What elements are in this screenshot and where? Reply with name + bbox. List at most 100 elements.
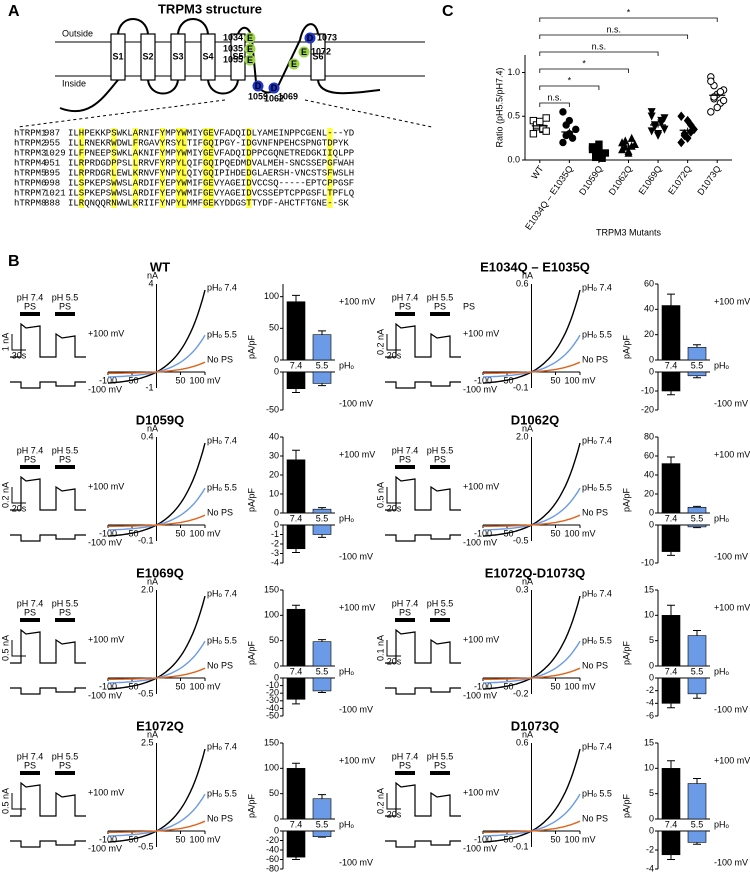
bar <box>661 371 681 392</box>
trace-lower <box>385 534 461 542</box>
iv-y-tick: -0.1 <box>513 382 529 392</box>
ps-bar <box>395 465 415 469</box>
residue <box>268 82 280 94</box>
residue-number: 1073 <box>317 32 337 42</box>
y-axis-label: pA/pF <box>246 793 256 818</box>
iv-unit: nA <box>522 576 533 586</box>
ps-bar <box>395 618 415 622</box>
residue-letter: E <box>247 33 253 43</box>
sequence-name: hTRPM4 <box>14 158 46 168</box>
point <box>719 96 728 105</box>
iv-x-tick-label: -100 <box>474 834 492 844</box>
segment <box>170 33 186 81</box>
segment-label: S2 <box>142 51 153 61</box>
iv-x-tick-label: 50 <box>175 375 185 385</box>
outside-label: Outside <box>62 28 93 38</box>
iv-curve-label: pHₒ 5.5 <box>582 329 612 339</box>
scale-label: 0.5 nA <box>0 635 10 661</box>
segment-label: S1 <box>112 51 123 61</box>
segment-label: S5 <box>232 51 243 61</box>
error-bar <box>667 391 675 396</box>
residue <box>288 58 300 70</box>
sequence-name: hTRPM5 <box>14 168 46 178</box>
series-label: +100 mV <box>339 296 375 306</box>
comparison-label: n.s. <box>547 92 562 102</box>
y-tick-label: 40 <box>644 304 654 314</box>
y-axis-label: pA/pF <box>246 640 256 665</box>
point <box>559 138 567 147</box>
bar <box>286 768 306 820</box>
residue-letter: E <box>291 59 297 69</box>
iv-curve-label: pHₒ 5.5 <box>582 788 612 798</box>
bar <box>286 459 306 514</box>
bar <box>286 301 306 361</box>
panel-label: C <box>442 3 454 20</box>
series-label: -100 mV <box>714 398 748 408</box>
y-tick-label: 5 <box>649 635 654 645</box>
y-tick-label: 30 <box>269 450 279 460</box>
iv-y-tick: 0.6 <box>516 278 529 288</box>
conserved-column <box>203 128 209 208</box>
y-tick-label: 1.0 <box>507 67 520 77</box>
x-axis-label: pHₒ <box>714 360 730 370</box>
iv-y-tick: -1 <box>145 382 153 392</box>
scale-label: 20s <box>387 809 402 819</box>
extra-label: PS <box>463 301 475 311</box>
iv-curve-label: pHₒ 7.4 <box>207 282 237 292</box>
iv-y-tick: 0.6 <box>516 737 529 747</box>
residue-letter: E <box>247 44 253 54</box>
y-tick-label: 100 <box>264 763 279 773</box>
voltage-label: +100 mV <box>88 481 124 491</box>
y-tick-label: 20 <box>269 469 279 479</box>
trace-upper <box>10 322 86 358</box>
point <box>657 119 666 128</box>
scale-bar <box>386 640 401 657</box>
y-tick-label: 10 <box>644 610 654 620</box>
voltage-label: -100 mV <box>88 690 122 700</box>
y2-tick-label: -30 <box>266 695 279 705</box>
series-label: -100 mV <box>339 857 373 867</box>
iv-y-tick: -0.2 <box>513 688 529 698</box>
trace-upper <box>10 475 86 511</box>
recording-title: E1072Q <box>136 718 184 733</box>
scale-bar <box>11 640 26 657</box>
iv-x-tick-label: 50 <box>175 528 185 538</box>
y-tick-label: 100 <box>264 610 279 620</box>
ps-bar <box>430 618 450 622</box>
y-tick-label: 0 <box>649 813 654 823</box>
iv-x-tick-label: 50 <box>175 834 185 844</box>
bar <box>312 371 332 384</box>
y-tick-label: 50 <box>269 323 279 333</box>
comparison-label: n.s. <box>592 41 607 51</box>
error-bar <box>318 794 326 799</box>
error-bar <box>292 548 300 554</box>
point <box>677 137 686 148</box>
series-label: +100 mV <box>339 449 375 459</box>
residue-number: 1062 <box>264 93 284 103</box>
ps-label: PS <box>434 301 446 311</box>
sequence: ILRQNQQRNWWLKRIIFYNPYLMMFGEKYDDGSTTYDF-A… <box>68 198 349 208</box>
bar <box>312 641 332 667</box>
ph-label: pH 5.5 <box>427 445 454 455</box>
iv-y-tick: 2.5 <box>141 737 154 747</box>
y2-tick-label: -20 <box>266 688 279 698</box>
voltage-label: -100 mV <box>88 384 122 394</box>
residue-number: 1055 <box>223 54 243 64</box>
iv-curve <box>483 667 581 680</box>
bar <box>286 677 306 700</box>
recording-title: D1062Q <box>511 412 559 427</box>
panel-label: B <box>8 253 20 270</box>
bar <box>687 677 707 695</box>
error-bar <box>318 639 326 642</box>
iv-curve-label: No PS <box>207 661 233 671</box>
y2-tick-label: -10 <box>641 385 654 395</box>
iv-x-tick-label: 100 mV <box>564 834 595 844</box>
sequence-name: hTRPM8 <box>14 198 46 208</box>
y-tick-label: 50 <box>269 635 279 645</box>
iv-x-tick-label: 100 mV <box>189 681 220 691</box>
error-bar <box>693 842 701 845</box>
x-tick-label: 5.5 <box>316 360 329 370</box>
y2-tick-label: 0 <box>649 672 654 682</box>
iv-unit: nA <box>147 270 158 280</box>
scale-label: 1 nA <box>0 333 10 352</box>
